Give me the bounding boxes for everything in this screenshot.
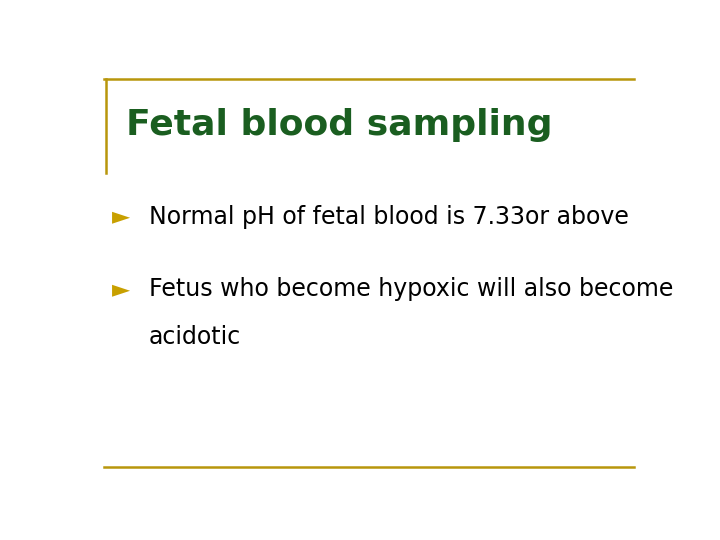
Text: Normal pH of fetal blood is 7.33or above: Normal pH of fetal blood is 7.33or above bbox=[148, 205, 629, 228]
Text: acidotic: acidotic bbox=[148, 325, 240, 349]
Text: ►: ► bbox=[112, 278, 130, 301]
Text: ►: ► bbox=[112, 205, 130, 228]
Text: Fetus who become hypoxic will also become: Fetus who become hypoxic will also becom… bbox=[148, 278, 673, 301]
Text: Fetal blood sampling: Fetal blood sampling bbox=[126, 108, 553, 142]
